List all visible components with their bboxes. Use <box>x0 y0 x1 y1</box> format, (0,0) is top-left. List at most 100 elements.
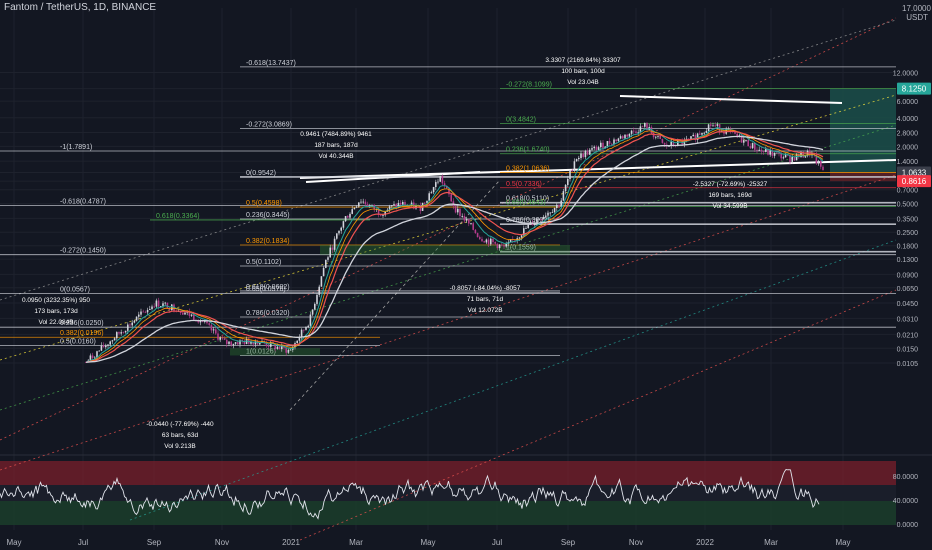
candle-body <box>487 239 490 245</box>
candle-body <box>144 311 147 313</box>
chart-annotations: 3.3307 (2169.84%) 33307 100 bars, 100d Vol… <box>22 57 768 450</box>
candle-body <box>435 182 437 188</box>
candle-body <box>404 202 406 206</box>
fib-level-label: 0.618(0.3364) <box>156 213 200 220</box>
candle-body <box>349 213 351 218</box>
candle-body <box>300 329 303 338</box>
candle-body <box>237 342 239 345</box>
candle-body <box>118 332 120 334</box>
candle-body <box>111 340 114 342</box>
axis-top-price: 17.0000 <box>902 4 931 13</box>
price-label: 0.8616 <box>902 177 927 186</box>
fib-lines[interactable]: -0.618(13.7437) -0.272(8.1099) 0(3.4842) -0… <box>0 60 896 356</box>
price-label-box <box>897 82 931 95</box>
candle-body <box>672 141 675 146</box>
candle-body <box>166 302 169 309</box>
candle-body <box>773 152 776 156</box>
fib-level-label: 0.618(0.0602) <box>246 284 290 291</box>
fib-level-label: 0.5(0.0160) <box>60 339 96 346</box>
candle-body <box>347 216 349 218</box>
price-axis-tick: 0.5000 <box>897 202 919 209</box>
price-axis-tick: 0.0150 <box>897 346 919 353</box>
candle-body <box>639 126 642 133</box>
time-axis-label: Nov <box>629 538 643 547</box>
candle-body <box>589 149 591 155</box>
candle-body <box>314 303 316 310</box>
fib-level-label: 0.5(0.4598) <box>246 200 282 207</box>
candle-body <box>142 311 144 313</box>
price-axis-tick: 12.0000 <box>893 70 918 77</box>
candle-body <box>184 312 186 315</box>
price-axis-tick: 0.7000 <box>897 188 919 195</box>
green-zone <box>230 348 320 356</box>
candle-body <box>740 135 743 143</box>
candle-body <box>459 208 461 217</box>
candle-body <box>432 187 435 193</box>
candle-body <box>164 302 166 304</box>
candle-body <box>146 309 149 313</box>
candle-body <box>329 247 331 258</box>
candle-body <box>558 204 560 207</box>
measure-annotation-line: Vol 40.344B <box>318 153 353 160</box>
candle-body <box>410 202 413 206</box>
candle-body <box>494 242 496 244</box>
symbol-title[interactable]: Fantom / TetherUS, 1D, BINANCE <box>4 2 157 13</box>
candle-body <box>622 136 624 139</box>
candle-body <box>338 230 340 234</box>
fib-level-label: 0(3.4842) <box>506 117 536 124</box>
candle-body <box>527 224 529 229</box>
candle-body <box>102 345 105 348</box>
fib-level-label: 0.5(0.1102) <box>246 259 281 266</box>
candle-body <box>188 311 191 316</box>
candle-body <box>536 219 538 223</box>
candle-body <box>538 219 540 221</box>
candle-body <box>802 151 804 158</box>
candle-body <box>635 131 637 134</box>
candle-body <box>278 346 281 350</box>
candle-body <box>428 193 430 201</box>
candle-body <box>305 327 307 330</box>
top-line <box>619 95 843 104</box>
candle-body <box>426 200 428 203</box>
candle-body <box>685 138 688 140</box>
time-axis[interactable]: May Jul Sep Nov 2021 Mar May Jul Sep Nov 2022 Mar Ma… <box>6 538 850 547</box>
candle-body <box>340 227 342 231</box>
candle-body <box>201 320 204 322</box>
candle-body <box>239 340 241 345</box>
price-axis-tick: 0.1300 <box>897 257 919 264</box>
candle-body <box>551 212 554 213</box>
candle-body <box>767 149 769 155</box>
measure-annotation-line: 187 bars, 187d <box>314 142 358 149</box>
time-axis-label: Mar <box>764 538 778 547</box>
measure-annotation-line: 100 bars, 100d <box>561 68 605 75</box>
candle-body <box>778 152 780 154</box>
candle-body <box>190 314 193 316</box>
candle-body <box>644 123 646 127</box>
time-axis-label: 2021 <box>282 538 300 547</box>
candle-body <box>547 212 549 216</box>
candle-body <box>523 228 525 236</box>
candle-body <box>534 222 536 226</box>
candle-body <box>402 202 404 205</box>
candle-body <box>151 306 153 310</box>
candle-body <box>600 142 602 148</box>
candle-body <box>505 243 507 247</box>
rsi-axis-tick: 0.0000 <box>897 522 919 529</box>
candle-body <box>388 206 391 210</box>
measure-annotation-line: -0.8057 (-84.04%) -8057 <box>450 285 521 292</box>
candle-body <box>641 126 644 128</box>
price-axis[interactable]: 12.0000 8.1250 6.0000 4.0000 2.8000 2.0000 1.4… <box>893 70 931 529</box>
candle-body <box>652 132 655 138</box>
candle-body <box>696 133 699 140</box>
measure-annotation-line: Vol 23.04B <box>567 79 598 86</box>
axis-currency-label: USDT <box>906 13 928 22</box>
candle-body <box>540 219 543 221</box>
candle-body <box>138 314 140 317</box>
candle-body <box>793 156 796 161</box>
candle-body <box>85 361 87 363</box>
candle-body <box>606 141 609 147</box>
candle-body <box>228 341 230 344</box>
measure-annotation-line: 3.3307 (2169.84%) 33307 <box>545 57 621 64</box>
candle-body <box>586 151 589 155</box>
